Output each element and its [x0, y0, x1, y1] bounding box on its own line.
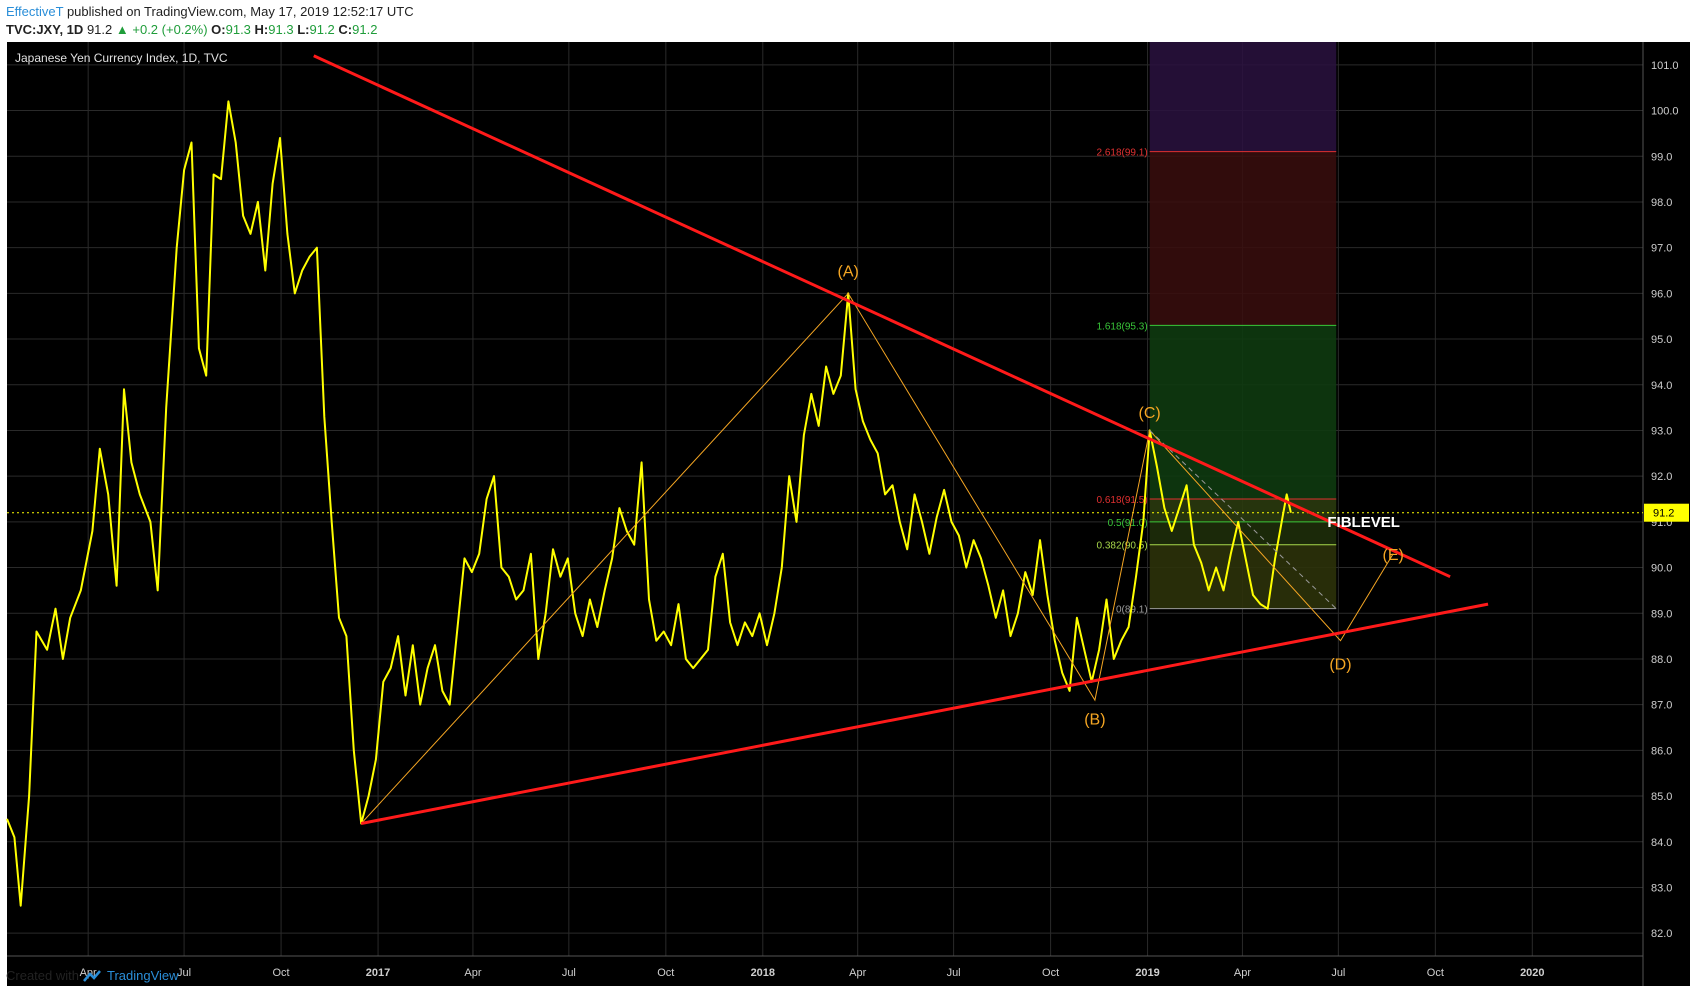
fib-level-label: 2.618(99.1)	[1097, 148, 1148, 159]
y-tick-label: 101.0	[1651, 60, 1679, 72]
y-tick-label: 95.0	[1651, 334, 1672, 346]
y-tick-label: 84.0	[1651, 837, 1672, 849]
x-axis-panel	[7, 956, 1643, 986]
x-tick-label: Jul	[947, 967, 961, 979]
up-arrow-icon: ▲	[115, 22, 129, 37]
last-price: 91.2	[86, 22, 113, 37]
x-tick-label: Oct	[273, 967, 290, 979]
wave-label: (A)	[838, 264, 859, 281]
fib-level-label: 0.5(91.0)	[1108, 518, 1148, 529]
y-tick-label: 87.0	[1651, 700, 1672, 712]
fib-zone	[1149, 151, 1337, 326]
x-tick-label: Oct	[657, 967, 674, 979]
last-price-badge-label: 91.2	[1653, 508, 1674, 520]
y-tick-label: 89.0	[1651, 608, 1672, 620]
fib-zone	[1149, 42, 1337, 152]
wave-path-line	[360, 292, 1394, 824]
low-label: L:	[297, 22, 310, 37]
y-tick-label: 83.0	[1651, 882, 1672, 894]
footer: Created with TradingView	[6, 968, 179, 983]
chart-title: Japanese Yen Currency Index, 1D, TVC	[15, 51, 228, 65]
wave-label: (B)	[1084, 711, 1105, 728]
y-tick-label: 100.0	[1651, 106, 1679, 118]
close-value: 91.2	[352, 22, 378, 37]
x-tick-label: Oct	[1042, 967, 1059, 979]
wave-label: (C)	[1139, 405, 1161, 422]
x-tick-label: Apr	[464, 967, 481, 979]
close-label: C:	[338, 22, 353, 37]
author-link[interactable]: EffectiveT	[6, 4, 64, 19]
publish-text: published on TradingView.com, May 17, 20…	[66, 4, 414, 19]
fib-level-label: 0.618(91.5)	[1097, 495, 1148, 506]
y-tick-label: 96.0	[1651, 288, 1672, 300]
y-tick-label: 90.0	[1651, 563, 1672, 575]
x-tick-label: 2019	[1135, 967, 1159, 979]
publish-info: EffectiveT published on TradingView.com,…	[6, 4, 414, 19]
y-tick-label: 94.0	[1651, 380, 1672, 392]
fib-zone	[1149, 325, 1337, 499]
high-value: 91.3	[268, 22, 294, 37]
wave-label: (D)	[1329, 657, 1351, 674]
x-tick-label: 2020	[1520, 967, 1544, 979]
projection-dashed-line	[1149, 430, 1337, 610]
x-tick-label: Jul	[562, 967, 576, 979]
plot-background	[7, 42, 1643, 956]
x-tick-label: Apr	[849, 967, 866, 979]
open-value: 91.3	[225, 22, 251, 37]
last-price-badge	[1644, 503, 1689, 522]
symbol-label: TVC:JXY, 1D	[6, 22, 84, 37]
x-tick-label: 2018	[751, 967, 775, 979]
price-series-line	[6, 100, 1292, 907]
grid	[7, 42, 1643, 956]
price-change: +0.2 (+0.2%)	[132, 22, 208, 37]
open-label: O:	[211, 22, 226, 37]
fib-level-label: 0.382(90.5)	[1097, 541, 1148, 552]
x-tick-label: Jul	[177, 967, 191, 979]
fib-level-label: 1.618(95.3)	[1097, 321, 1148, 332]
tradingview-logo-icon	[83, 969, 101, 982]
trendline	[360, 602, 1489, 825]
created-with-text: Created with	[6, 968, 79, 983]
x-tick-label: Oct	[1427, 967, 1444, 979]
trendline	[313, 54, 1451, 579]
fiblevel-annotation: FIBLEVEL	[1327, 514, 1400, 531]
y-tick-label: 86.0	[1651, 745, 1672, 757]
high-label: H:	[254, 22, 269, 37]
y-tick-label: 88.0	[1651, 654, 1672, 666]
fib-extension: 2.618(99.1) 1.618(95.3) 0.618(91.5) 0.5(91.…	[1097, 42, 1337, 616]
tradingview-link[interactable]: TradingView	[106, 968, 179, 983]
wave-label: (E)	[1383, 547, 1404, 564]
x-tick-label: Jul	[1331, 967, 1345, 979]
y-tick-label: 92.0	[1651, 471, 1672, 483]
y-tick-label: 82.0	[1651, 928, 1672, 940]
y-tick-label: 99.0	[1651, 151, 1672, 163]
low-value: 91.2	[309, 22, 335, 37]
y-tick-label: 85.0	[1651, 791, 1672, 803]
y-tick-label: 97.0	[1651, 243, 1672, 255]
fib-zone	[1149, 544, 1337, 609]
y-tick-label: 98.0	[1651, 197, 1672, 209]
x-tick-label: 2017	[366, 967, 390, 979]
y-tick-label: 93.0	[1651, 425, 1672, 437]
x-tick-label: Apr	[1234, 967, 1251, 979]
symbol-bar: TVC:JXY, 1D 91.2 ▲ +0.2 (+0.2%) O:91.3 H…	[6, 22, 377, 37]
